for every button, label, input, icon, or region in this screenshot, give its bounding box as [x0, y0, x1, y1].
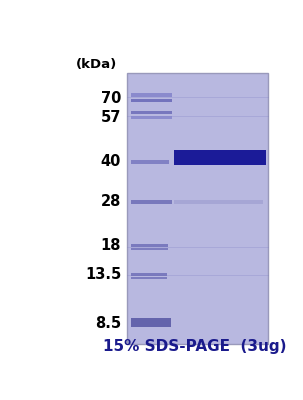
FancyBboxPatch shape [131, 318, 171, 327]
FancyBboxPatch shape [131, 116, 172, 118]
Text: 18: 18 [101, 238, 121, 253]
Text: 8.5: 8.5 [95, 316, 121, 331]
Text: 15% SDS-PAGE  (3ug): 15% SDS-PAGE (3ug) [103, 340, 287, 354]
FancyBboxPatch shape [174, 200, 263, 204]
Text: 57: 57 [101, 110, 121, 125]
FancyBboxPatch shape [131, 160, 169, 164]
FancyBboxPatch shape [131, 277, 167, 279]
FancyBboxPatch shape [131, 93, 172, 97]
Text: 70: 70 [101, 91, 121, 106]
FancyBboxPatch shape [174, 150, 266, 165]
Text: 28: 28 [101, 194, 121, 210]
FancyBboxPatch shape [131, 111, 172, 114]
Text: 13.5: 13.5 [85, 267, 121, 282]
FancyBboxPatch shape [131, 248, 168, 250]
FancyBboxPatch shape [131, 244, 168, 247]
FancyBboxPatch shape [131, 273, 167, 276]
Text: (kDa): (kDa) [76, 58, 117, 72]
FancyBboxPatch shape [131, 99, 172, 102]
Text: 40: 40 [101, 154, 121, 170]
FancyBboxPatch shape [131, 200, 172, 204]
FancyBboxPatch shape [127, 73, 268, 344]
